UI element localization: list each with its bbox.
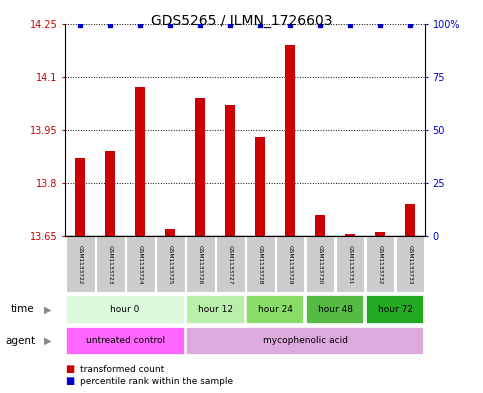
- Bar: [315, 215, 326, 236]
- Text: mycophenolic acid: mycophenolic acid: [263, 336, 348, 345]
- Bar: [375, 232, 385, 236]
- Text: percentile rank within the sample: percentile rank within the sample: [80, 377, 233, 386]
- Text: hour 48: hour 48: [318, 305, 353, 314]
- Text: untreated control: untreated control: [85, 336, 165, 345]
- Bar: [66, 327, 185, 355]
- Text: GSM1133727: GSM1133727: [227, 244, 233, 284]
- Text: hour 12: hour 12: [198, 305, 233, 314]
- Bar: [126, 236, 155, 292]
- Bar: [255, 137, 265, 236]
- Bar: [405, 204, 415, 236]
- Bar: [276, 236, 304, 292]
- Text: transformed count: transformed count: [80, 365, 164, 374]
- Bar: [366, 236, 395, 292]
- Text: ▶: ▶: [43, 304, 51, 314]
- Text: GSM1133732: GSM1133732: [378, 244, 383, 284]
- Bar: [396, 236, 425, 292]
- Text: GDS5265 / ILMN_1726603: GDS5265 / ILMN_1726603: [151, 14, 332, 28]
- Text: ▶: ▶: [43, 336, 51, 346]
- Bar: [225, 105, 235, 236]
- Bar: [96, 236, 125, 292]
- Text: GSM1133723: GSM1133723: [108, 244, 113, 284]
- Text: hour 24: hour 24: [257, 305, 293, 314]
- Text: GSM1133724: GSM1133724: [138, 244, 142, 284]
- Text: time: time: [11, 304, 34, 314]
- Bar: [105, 151, 115, 236]
- Text: hour 0: hour 0: [111, 305, 140, 314]
- Text: GSM1133729: GSM1133729: [287, 244, 293, 284]
- Bar: [366, 296, 425, 324]
- Text: GSM1133726: GSM1133726: [198, 244, 203, 284]
- Text: GSM1133733: GSM1133733: [408, 244, 412, 284]
- Bar: [345, 234, 355, 236]
- Bar: [66, 296, 185, 324]
- Text: GSM1133722: GSM1133722: [78, 244, 83, 284]
- Bar: [66, 236, 95, 292]
- Bar: [195, 98, 205, 236]
- Bar: [246, 296, 304, 324]
- Bar: [186, 236, 214, 292]
- Bar: [186, 296, 244, 324]
- Bar: [336, 236, 365, 292]
- Text: GSM1133728: GSM1133728: [257, 244, 263, 284]
- Bar: [246, 236, 274, 292]
- Text: GSM1133725: GSM1133725: [168, 244, 172, 284]
- Bar: [216, 236, 244, 292]
- Bar: [75, 158, 85, 236]
- Text: hour 72: hour 72: [378, 305, 412, 314]
- Text: GSM1133730: GSM1133730: [318, 244, 323, 284]
- Text: agent: agent: [6, 336, 36, 346]
- Bar: [285, 45, 295, 236]
- Bar: [306, 296, 365, 324]
- Bar: [156, 236, 185, 292]
- Bar: [186, 327, 425, 355]
- Bar: [135, 87, 145, 236]
- Bar: [165, 229, 175, 236]
- Text: ■: ■: [65, 364, 74, 375]
- Text: GSM1133731: GSM1133731: [348, 244, 353, 284]
- Bar: [306, 236, 335, 292]
- Text: ■: ■: [65, 376, 74, 386]
